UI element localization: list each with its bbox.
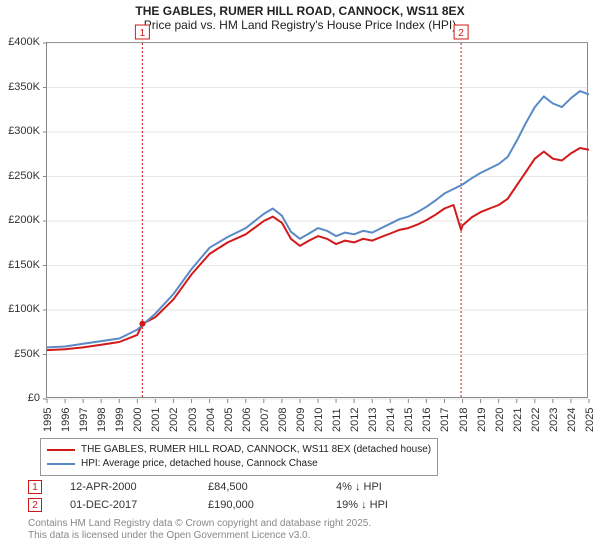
x-tick-label: 2001 xyxy=(150,408,162,432)
transaction-price: £84,500 xyxy=(208,481,308,493)
y-tick-label: £0 xyxy=(0,392,40,404)
legend-label: HPI: Average price, detached house, Cann… xyxy=(81,457,318,471)
transaction-row: 1 12-APR-2000 £84,500 4% ↓ HPI xyxy=(28,478,584,496)
legend-swatch xyxy=(47,449,75,451)
x-tick-label: 2010 xyxy=(313,408,325,432)
y-tick-label: £150K xyxy=(0,259,40,271)
chart-subtitle: Price paid vs. HM Land Registry's House … xyxy=(8,18,592,32)
x-tick-label: 2013 xyxy=(367,408,379,432)
y-tick-label: £300K xyxy=(0,125,40,137)
chart-titles: THE GABLES, RUMER HILL ROAD, CANNOCK, WS… xyxy=(0,0,600,34)
x-tick-label: 2021 xyxy=(512,408,524,432)
transaction-pct: 4% ↓ HPI xyxy=(336,481,436,493)
x-tick-label: 2007 xyxy=(259,408,271,432)
transaction-date: 01-DEC-2017 xyxy=(70,499,180,511)
x-tick-label: 1996 xyxy=(60,408,72,432)
svg-text:1: 1 xyxy=(140,28,146,39)
chart-container: THE GABLES, RUMER HILL ROAD, CANNOCK, WS… xyxy=(0,0,600,560)
x-tick-label: 2022 xyxy=(530,408,542,432)
transaction-marker-badge: 2 xyxy=(28,498,42,512)
x-tick-label: 2012 xyxy=(349,408,361,432)
x-tick-label: 2024 xyxy=(566,408,578,432)
footer: 1 12-APR-2000 £84,500 4% ↓ HPI 2 01-DEC-2017 £… xyxy=(28,478,584,542)
x-tick-label: 2000 xyxy=(132,408,144,432)
legend-swatch xyxy=(47,463,75,465)
x-tick-label: 2016 xyxy=(421,408,433,432)
transaction-price: £190,000 xyxy=(208,499,308,511)
y-tick-label: £250K xyxy=(0,170,40,182)
legend-label: THE GABLES, RUMER HILL ROAD, CANNOCK, WS… xyxy=(81,443,431,457)
x-tick-label: 2002 xyxy=(168,408,180,432)
x-tick-label: 2005 xyxy=(223,408,235,432)
y-tick-label: £200K xyxy=(0,214,40,226)
x-tick-label: 1997 xyxy=(78,408,90,432)
transaction-row: 2 01-DEC-2017 £190,000 19% ↓ HPI xyxy=(28,496,584,514)
svg-text:2: 2 xyxy=(458,28,464,39)
x-tick-label: 2006 xyxy=(241,408,253,432)
x-tick-label: 1999 xyxy=(114,408,126,432)
x-tick-label: 2020 xyxy=(494,408,506,432)
legend: THE GABLES, RUMER HILL ROAD, CANNOCK, WS… xyxy=(40,438,438,476)
x-tick-label: 2019 xyxy=(476,408,488,432)
transaction-pct: 19% ↓ HPI xyxy=(336,499,436,511)
y-tick-label: £350K xyxy=(0,81,40,93)
x-tick-label: 2018 xyxy=(458,408,470,432)
x-tick-label: 2011 xyxy=(331,408,343,432)
y-tick-label: £100K xyxy=(0,303,40,315)
x-tick-label: 2003 xyxy=(187,408,199,432)
x-tick-label: 2004 xyxy=(205,408,217,432)
legend-item: HPI: Average price, detached house, Cann… xyxy=(47,457,431,471)
x-tick-label: 1998 xyxy=(96,408,108,432)
x-tick-label: 2008 xyxy=(277,408,289,432)
transaction-marker-badge: 1 xyxy=(28,480,42,494)
x-tick-label: 2014 xyxy=(385,408,397,432)
x-tick-label: 2017 xyxy=(439,408,451,432)
x-tick-label: 2023 xyxy=(548,408,560,432)
x-tick-label: 2009 xyxy=(295,408,307,432)
legend-item: THE GABLES, RUMER HILL ROAD, CANNOCK, WS… xyxy=(47,443,431,457)
y-tick-label: £50K xyxy=(0,348,40,360)
transaction-date: 12-APR-2000 xyxy=(70,481,180,493)
x-tick-label: 1995 xyxy=(42,408,54,432)
x-tick-label: 2025 xyxy=(584,408,596,432)
license-text: Contains HM Land Registry data © Crown c… xyxy=(28,518,584,542)
x-tick-label: 2015 xyxy=(403,408,415,432)
chart-title: THE GABLES, RUMER HILL ROAD, CANNOCK, WS… xyxy=(8,4,592,18)
plot-area: 12 xyxy=(46,42,588,398)
y-tick-label: £400K xyxy=(0,36,40,48)
chart-svg: 12 xyxy=(47,43,589,399)
